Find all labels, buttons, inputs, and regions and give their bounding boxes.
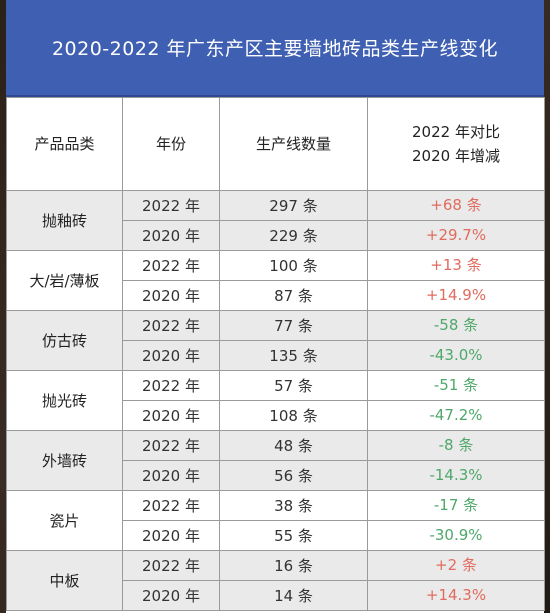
- change-cell: +68 条: [367, 190, 545, 221]
- header-year: 年份: [122, 97, 220, 191]
- year-cell: 2022 年: [122, 370, 220, 401]
- change-cell: -43.0%: [367, 340, 545, 371]
- category-cell: 大/岩/薄板: [6, 250, 123, 311]
- table-row: 抛釉砖 2022 年 297 条 +68 条: [6, 190, 545, 251]
- category-cell: 抛釉砖: [6, 190, 123, 251]
- change-cell: -14.3%: [367, 460, 545, 491]
- category-cell: 中板: [6, 550, 123, 611]
- year-cell: 2020 年: [122, 580, 220, 611]
- category-cell: 仿古砖: [6, 310, 123, 371]
- category-cell: 瓷片: [6, 490, 123, 551]
- header-count: 生产线数量: [219, 97, 368, 191]
- page-title: 2020-2022 年广东产区主要墙地砖品类生产线变化: [51, 38, 499, 60]
- year-cell: 2020 年: [122, 220, 220, 251]
- change-cell: +14.3%: [367, 580, 545, 611]
- table-row: 抛光砖 2022 年 57 条 -51 条: [6, 370, 545, 431]
- table-row: 2020 年 56 条 -14.3%: [7, 460, 545, 491]
- change-cell: -8 条: [367, 430, 545, 461]
- change-cell: +14.9%: [367, 280, 545, 311]
- count-cell: 297 条: [219, 190, 368, 221]
- count-cell: 87 条: [219, 280, 368, 311]
- count-cell: 57 条: [219, 370, 368, 401]
- title-bar: 2020-2022 年广东产区主要墙地砖品类生产线变化: [6, 0, 544, 97]
- year-cell: 2022 年: [122, 310, 220, 341]
- count-cell: 55 条: [219, 520, 368, 551]
- header-change-line1: 2022 年对比: [412, 123, 500, 141]
- change-cell: -58 条: [367, 310, 545, 341]
- category-cell: 外墙砖: [6, 430, 123, 491]
- table-row: 2020 年 87 条 +14.9%: [7, 280, 545, 311]
- change-cell: -17 条: [367, 490, 545, 521]
- header-change-line2: 2020 年增减: [412, 147, 500, 165]
- table-row: 2020 年 135 条 -43.0%: [7, 340, 545, 371]
- production-line-table: 产品品类 年份 生产线数量 2022 年对比 2020 年增减 抛釉砖 2022 …: [6, 97, 545, 611]
- table-row: 瓷片 2022 年 38 条 -17 条: [6, 490, 545, 551]
- count-cell: 56 条: [219, 460, 368, 491]
- header-row: 产品品类 年份 生产线数量 2022 年对比 2020 年增减: [6, 97, 545, 191]
- table-row: 中板 2022 年 16 条 +2 条: [6, 550, 545, 611]
- table-row: 大/岩/薄板 2022 年 100 条 +13 条: [6, 250, 545, 311]
- change-cell: -47.2%: [367, 400, 545, 431]
- year-cell: 2020 年: [122, 340, 220, 371]
- count-cell: 48 条: [219, 430, 368, 461]
- change-cell: -51 条: [367, 370, 545, 401]
- header-category: 产品品类: [6, 97, 123, 191]
- count-cell: 38 条: [219, 490, 368, 521]
- count-cell: 229 条: [219, 220, 368, 251]
- year-cell: 2020 年: [122, 460, 220, 491]
- table-row: 2020 年 229 条 +29.7%: [7, 220, 545, 251]
- count-cell: 16 条: [219, 550, 368, 581]
- table-row: 2020 年 14 条 +14.3%: [7, 580, 545, 611]
- change-cell: -30.9%: [367, 520, 545, 551]
- year-cell: 2022 年: [122, 190, 220, 221]
- year-cell: 2020 年: [122, 400, 220, 431]
- year-cell: 2022 年: [122, 250, 220, 281]
- year-cell: 2022 年: [122, 550, 220, 581]
- change-cell: +29.7%: [367, 220, 545, 251]
- count-cell: 14 条: [219, 580, 368, 611]
- year-cell: 2020 年: [122, 520, 220, 551]
- change-cell: +2 条: [367, 550, 545, 581]
- table-row: 2020 年 55 条 -30.9%: [7, 520, 545, 551]
- count-cell: 108 条: [219, 400, 368, 431]
- year-cell: 2020 年: [122, 280, 220, 311]
- count-cell: 77 条: [219, 310, 368, 341]
- table-body: 抛釉砖 2022 年 297 条 +68 条 2020 年 229 条 +29.7% 大/岩/…: [6, 190, 545, 611]
- table-row: 外墙砖 2022 年 48 条 -8 条: [6, 430, 545, 491]
- header-change: 2022 年对比 2020 年增减: [367, 97, 545, 191]
- change-cell: +13 条: [367, 250, 545, 281]
- year-cell: 2022 年: [122, 430, 220, 461]
- count-cell: 135 条: [219, 340, 368, 371]
- category-cell: 抛光砖: [6, 370, 123, 431]
- count-cell: 100 条: [219, 250, 368, 281]
- year-cell: 2022 年: [122, 490, 220, 521]
- table-row: 2020 年 108 条 -47.2%: [7, 400, 545, 431]
- table-row: 仿古砖 2022 年 77 条 -58 条: [6, 310, 545, 371]
